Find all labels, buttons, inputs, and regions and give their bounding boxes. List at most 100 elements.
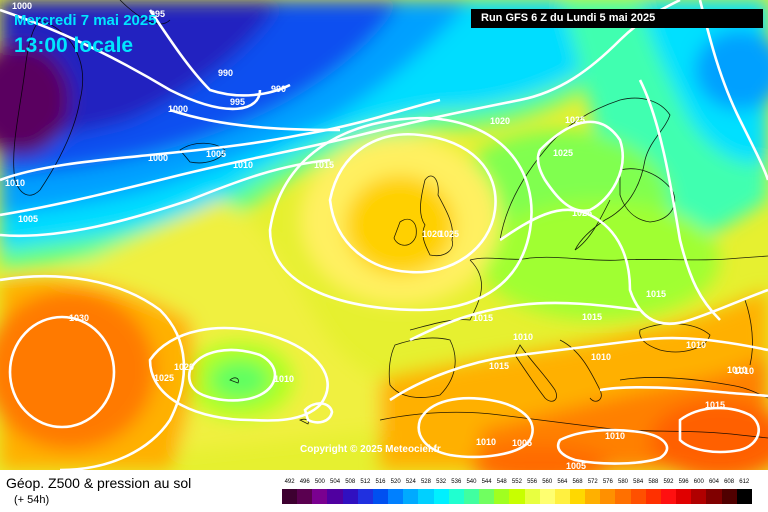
scale-label: 572	[587, 479, 598, 485]
isobar-1015-c: 1015	[582, 312, 603, 322]
scale-swatch	[448, 489, 464, 504]
forecast-lead-time: (+ 54h)	[14, 494, 50, 506]
geopotential-map	[0, 0, 768, 470]
scale-swatch	[645, 489, 661, 504]
scale-swatch	[372, 489, 389, 504]
scale-label: 552	[511, 479, 522, 485]
scale-label: 528	[420, 479, 431, 485]
isobar-1000-a: 1000	[12, 1, 33, 11]
isobar-1025-e: 1025	[154, 373, 175, 383]
isobar-1005-b: 1005	[18, 214, 39, 224]
scale-label: 492	[284, 479, 295, 485]
scale-swatch	[706, 489, 722, 504]
scale-label: 576	[602, 479, 613, 485]
scale-label: 532	[436, 479, 447, 485]
isobar-1010-g: 1010	[727, 365, 748, 375]
isobar-1010-a: 1010	[233, 160, 254, 170]
scale-label: 524	[405, 479, 416, 485]
copyright-text: Copyright © 2025 Meteociel.fr	[300, 444, 441, 455]
scale-swatch	[479, 489, 495, 504]
scale-swatch	[418, 489, 434, 504]
scale-label: 568	[572, 479, 583, 485]
isobar-995-a: 995	[150, 9, 166, 19]
scale-label: 548	[496, 479, 507, 485]
isobar-1005-d: 1005	[566, 461, 587, 471]
isobar-1015-f: 1015	[705, 400, 726, 410]
coastlines	[13, 0, 768, 439]
isobar-1015-e: 1015	[489, 361, 510, 371]
isobar-1030: 1030	[69, 313, 90, 323]
isobar-1010-i: 1010	[605, 431, 626, 441]
scale-label: 612	[739, 479, 750, 485]
scale-label: 564	[557, 479, 568, 485]
isobar-1015-b: 1015	[646, 289, 667, 299]
isobar-1025-a: 1025	[565, 115, 586, 125]
scale-label: 584	[633, 479, 644, 485]
scale-swatch	[585, 489, 601, 504]
scale-label: 580	[618, 479, 629, 485]
scale-label: 556	[527, 479, 538, 485]
scale-swatch	[282, 489, 298, 504]
scale-swatch	[691, 489, 707, 504]
scale-swatch	[494, 489, 510, 504]
isobar-1005-c: 1005	[512, 438, 533, 448]
isobar-lines	[0, 0, 768, 470]
scale-label: 508	[345, 479, 356, 485]
isobar-1010-j: 1010	[734, 366, 755, 376]
scale-swatch	[721, 489, 737, 504]
isobar-1010-b: 1010	[5, 178, 26, 188]
color-scale-bar	[282, 489, 752, 504]
scale-label: 496	[299, 479, 310, 485]
isobar-1025-b: 1025	[553, 148, 574, 158]
isobar-1005-a: 1005	[206, 149, 227, 159]
isobar-1020-c: 1020	[174, 362, 195, 372]
isobar-1000-c: 1000	[148, 153, 169, 163]
scale-swatch	[615, 489, 631, 504]
scale-swatch	[660, 489, 677, 504]
scale-swatch	[403, 489, 419, 504]
run-info: Run GFS 6 Z du Lundi 5 mai 2025	[471, 9, 763, 28]
isobar-1010-d: 1010	[591, 352, 612, 362]
isobar-1015-a: 1015	[314, 160, 335, 170]
forecast-date: Mercredi 7 mai 2025	[14, 12, 157, 29]
scale-label: 520	[390, 479, 401, 485]
scale-label: 516	[375, 479, 386, 485]
isobar-1010-h: 1010	[476, 437, 497, 447]
isobar-995-b: 995	[230, 97, 246, 107]
scale-label: 600	[693, 479, 704, 485]
scale-swatch	[297, 489, 313, 504]
scale-swatch	[312, 489, 328, 504]
scale-label: 592	[663, 479, 674, 485]
scale-label: 560	[542, 479, 553, 485]
isobar-1000-b: 1000	[168, 104, 189, 114]
isobar-1010-c: 1010	[513, 332, 534, 342]
isobar-990-a: 990	[218, 68, 234, 78]
scale-swatch	[600, 489, 616, 504]
scale-swatch	[676, 489, 692, 504]
scale-swatch	[630, 489, 646, 504]
isobar-1020-a: 1020	[490, 116, 511, 126]
scale-swatch	[554, 489, 570, 504]
scale-label: 608	[724, 479, 735, 485]
scale-swatch	[509, 489, 525, 504]
isobar-1025-d: 1025	[572, 208, 593, 218]
scale-swatch	[388, 489, 404, 504]
isobar-1010-f: 1010	[274, 374, 295, 384]
scale-swatch	[569, 489, 586, 504]
isobar-1010-e: 1010	[686, 340, 707, 350]
isobar-1015-d: 1015	[473, 313, 494, 323]
isobar-1020-b: 1020	[422, 229, 443, 239]
chart-title: Géop. Z500 & pression au sol	[6, 475, 192, 491]
scale-label: 544	[481, 479, 492, 485]
scale-label: 604	[708, 479, 719, 485]
scale-label: 596	[678, 479, 689, 485]
color-scale-labels: 492 496 500 504 508 512 516 520 524 528 532 536 540 5…	[282, 479, 752, 488]
scale-swatch	[524, 489, 540, 504]
scale-swatch	[539, 489, 555, 504]
scale-label: 512	[360, 479, 371, 485]
scale-swatch	[736, 489, 752, 504]
forecast-time: 13:00 locale	[14, 34, 134, 57]
scale-swatch	[357, 489, 373, 504]
geopotential-field	[0, 0, 768, 470]
